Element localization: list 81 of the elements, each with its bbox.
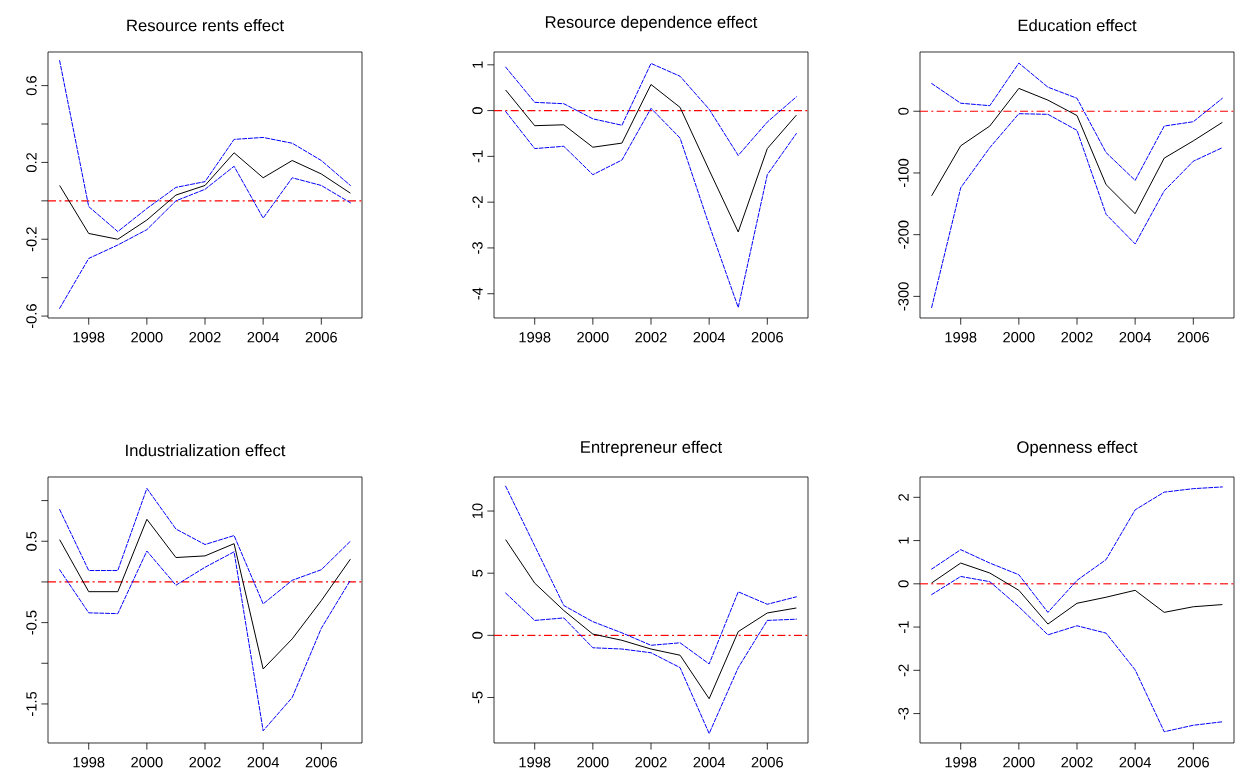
chart-title: Resource dependence effect bbox=[545, 15, 758, 32]
y-tick-label: 0 bbox=[898, 107, 909, 115]
y-tick-label: -0.2 bbox=[26, 227, 37, 252]
line-series bbox=[59, 487, 351, 605]
y-tick-label: -2 bbox=[472, 196, 483, 209]
y-tick-label: 5 bbox=[472, 569, 483, 577]
line-series bbox=[505, 107, 797, 308]
chart-title: Industrialization effect bbox=[126, 444, 286, 457]
y-tick-label: 0 bbox=[472, 107, 483, 115]
line-series bbox=[59, 60, 351, 233]
x-tick-label: 2000 bbox=[577, 332, 609, 343]
y-tick-label: 0 bbox=[472, 631, 483, 639]
y-tick-label: -100 bbox=[898, 158, 909, 187]
x-tick-label: 2000 bbox=[1003, 332, 1035, 343]
y-tick-label: -1 bbox=[472, 150, 483, 163]
y-tick-label: -300 bbox=[898, 282, 909, 311]
x-tick-label: 2004 bbox=[247, 332, 280, 343]
line-series bbox=[931, 87, 1223, 215]
chart-title: Resource rents effect bbox=[127, 19, 284, 32]
x-tick-label: 2002 bbox=[189, 332, 221, 343]
y-tick-label: 0 bbox=[898, 580, 909, 588]
y-tick-label: 10 bbox=[472, 503, 483, 519]
line-series bbox=[59, 165, 351, 309]
x-tick-label: 2000 bbox=[577, 757, 609, 768]
y-tick-label: 2 bbox=[898, 493, 909, 501]
x-tick-label: 1998 bbox=[519, 757, 551, 768]
x-tick-label: 1998 bbox=[945, 757, 977, 768]
y-tick-label: -0.5 bbox=[26, 610, 37, 635]
x-tick-label: 2004 bbox=[693, 332, 726, 343]
x-tick-label: 2002 bbox=[635, 757, 667, 768]
chart-title: Entrepreneur effect bbox=[581, 440, 723, 457]
line-series bbox=[931, 113, 1223, 308]
x-tick-label: 2006 bbox=[751, 332, 783, 343]
x-tick-label: 2006 bbox=[751, 757, 783, 768]
line-series bbox=[505, 62, 797, 156]
chart-title: Openness effect bbox=[1017, 440, 1138, 457]
y-tick-label: 1 bbox=[898, 537, 909, 544]
y-tick-label: -5 bbox=[472, 691, 483, 704]
line-series bbox=[505, 539, 797, 700]
line-series bbox=[59, 152, 351, 240]
x-tick-label: 2000 bbox=[1003, 757, 1035, 768]
y-tick-label: 1 bbox=[472, 61, 483, 68]
y-tick-label: -2 bbox=[898, 664, 909, 677]
x-tick-label: 2002 bbox=[1061, 332, 1093, 343]
line-series bbox=[505, 84, 797, 233]
line-series bbox=[505, 485, 797, 665]
x-tick-label: 2006 bbox=[1177, 332, 1209, 343]
y-tick-label: -3 bbox=[898, 707, 909, 720]
chart-title: Education effect bbox=[1018, 19, 1137, 32]
line-series bbox=[59, 550, 351, 732]
line-series bbox=[59, 518, 351, 670]
x-tick-label: 2004 bbox=[1119, 332, 1152, 343]
x-tick-label: 2000 bbox=[131, 757, 163, 768]
x-tick-label: 2002 bbox=[635, 332, 667, 343]
line-series bbox=[931, 575, 1223, 733]
y-tick-label: -1 bbox=[898, 621, 909, 633]
y-tick-label: -3 bbox=[472, 242, 483, 254]
x-tick-label: 2006 bbox=[305, 332, 337, 343]
x-tick-label: 2002 bbox=[189, 757, 221, 768]
line-series bbox=[505, 592, 797, 735]
y-tick-label: 0.5 bbox=[26, 531, 37, 551]
line-series bbox=[931, 562, 1223, 625]
x-tick-label: 2004 bbox=[1119, 757, 1152, 768]
x-tick-label: 1998 bbox=[945, 332, 977, 343]
line-series bbox=[931, 62, 1223, 181]
line-series bbox=[931, 486, 1223, 613]
x-tick-label: 1998 bbox=[73, 332, 105, 343]
y-tick-label: -200 bbox=[898, 220, 909, 249]
x-tick-label: 2000 bbox=[131, 332, 163, 343]
y-tick-label: 0.6 bbox=[26, 76, 37, 96]
y-tick-label: -4 bbox=[472, 287, 483, 300]
y-tick-label: 0.2 bbox=[26, 152, 37, 173]
x-tick-label: 1998 bbox=[73, 757, 105, 768]
y-tick-label: -1.5 bbox=[26, 691, 37, 716]
y-tick-label: -0.6 bbox=[26, 304, 37, 329]
x-tick-label: 2004 bbox=[693, 757, 726, 768]
x-tick-label: 2006 bbox=[1177, 757, 1209, 768]
x-tick-label: 2004 bbox=[247, 757, 280, 768]
x-tick-label: 2002 bbox=[1061, 757, 1093, 768]
x-tick-label: 2006 bbox=[305, 757, 337, 768]
x-tick-label: 1998 bbox=[519, 332, 551, 343]
